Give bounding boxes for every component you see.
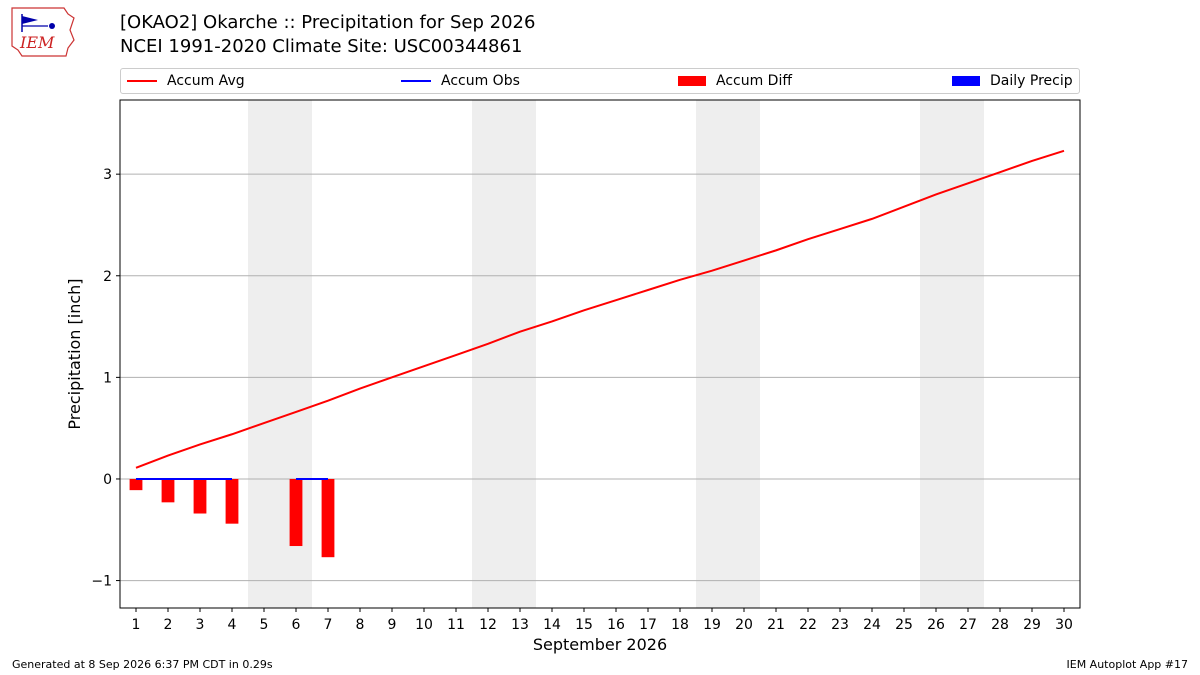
accum-diff-bar-day-6 bbox=[289, 478, 303, 547]
x-tick-label: 19 bbox=[703, 617, 721, 633]
legend-item-accum-obs: Accum Obs bbox=[401, 73, 520, 89]
x-tick-label: 30 bbox=[1055, 617, 1073, 633]
x-tick-label: 8 bbox=[356, 617, 365, 633]
y-tick-label: 2 bbox=[103, 269, 112, 285]
x-tick-label: 24 bbox=[863, 617, 881, 633]
y-tick-label: 3 bbox=[103, 167, 112, 183]
x-tick-label: 11 bbox=[447, 617, 465, 633]
y-axis-label: Precipitation [inch] bbox=[65, 278, 84, 429]
y-tick-label: −1 bbox=[91, 574, 112, 590]
generated-timestamp: Generated at 8 Sep 2026 6:37 PM CDT in 0… bbox=[12, 658, 273, 671]
accum-avg-line bbox=[135, 149, 1065, 469]
x-tick-label: 16 bbox=[607, 617, 625, 633]
x-tick-label: 15 bbox=[575, 617, 593, 633]
x-tick-label: 27 bbox=[959, 617, 977, 633]
chart-title-line-1: [OKAO2] Okarche :: Precipitation for Sep… bbox=[120, 12, 536, 33]
app-credit: IEM Autoplot App #17 bbox=[1066, 658, 1189, 671]
legend-label-accum-obs: Accum Obs bbox=[441, 73, 520, 89]
x-tick-label: 18 bbox=[671, 617, 689, 633]
x-tick-label: 7 bbox=[324, 617, 333, 633]
x-tick-label: 12 bbox=[479, 617, 497, 633]
x-tick-label: 23 bbox=[831, 617, 849, 633]
x-axis-label: September 2026 bbox=[533, 635, 667, 654]
y-tick-label: 1 bbox=[103, 370, 112, 386]
x-tick-label: 13 bbox=[511, 617, 529, 633]
x-tick-label: 14 bbox=[543, 617, 561, 633]
chart-title-line-2: NCEI 1991-2020 Climate Site: USC00344861 bbox=[120, 36, 523, 57]
x-tick-label: 28 bbox=[991, 617, 1009, 633]
chart-legend: Accum Avg Accum Obs Accum Diff Daily Pre… bbox=[120, 68, 1080, 94]
x-tick-label: 1 bbox=[132, 617, 141, 633]
x-tick-label: 6 bbox=[292, 617, 301, 633]
weekend-shade-4 bbox=[920, 100, 984, 608]
iem-logo: IEM bbox=[11, 7, 75, 57]
legend-label-accum-avg: Accum Avg bbox=[167, 73, 245, 89]
weekend-shade-2 bbox=[472, 100, 536, 608]
x-tick-label: 3 bbox=[196, 617, 205, 633]
weekend-shade-3 bbox=[696, 100, 760, 608]
x-tick-label: 17 bbox=[639, 617, 657, 633]
accum-obs-swatch bbox=[401, 80, 431, 82]
x-tick-label: 26 bbox=[927, 617, 945, 633]
accum-diff-bar-day-2 bbox=[161, 478, 175, 503]
x-tick-label: 25 bbox=[895, 617, 913, 633]
accum-diff-bar-day-7 bbox=[321, 478, 335, 558]
x-tick-label: 29 bbox=[1023, 617, 1041, 633]
x-tick-label: 9 bbox=[388, 617, 397, 633]
accum-diff-bar-day-1 bbox=[129, 478, 143, 491]
x-tick-label: 20 bbox=[735, 617, 753, 633]
legend-label-daily-precip: Daily Precip bbox=[990, 73, 1073, 89]
legend-item-accum-avg: Accum Avg bbox=[127, 73, 245, 89]
accum-avg-swatch bbox=[127, 80, 157, 82]
x-tick-label: 22 bbox=[799, 617, 817, 633]
legend-item-accum-diff: Accum Diff bbox=[678, 73, 792, 89]
accum-diff-swatch bbox=[678, 76, 706, 86]
accum-diff-bar-day-4 bbox=[225, 478, 239, 524]
legend-item-daily-precip: Daily Precip bbox=[952, 73, 1073, 89]
plot-frame bbox=[119, 99, 1081, 609]
x-tick-label: 2 bbox=[164, 617, 173, 633]
y-tick-label: 0 bbox=[103, 472, 112, 488]
x-tick-label: 10 bbox=[415, 617, 433, 633]
x-tick-label: 21 bbox=[767, 617, 785, 633]
legend-label-accum-diff: Accum Diff bbox=[716, 73, 793, 89]
x-tick-label: 5 bbox=[260, 617, 269, 633]
svg-text:IEM: IEM bbox=[19, 33, 55, 52]
accum-diff-bar-day-3 bbox=[193, 478, 207, 514]
daily-precip-swatch bbox=[952, 76, 980, 86]
x-tick-label: 4 bbox=[228, 617, 237, 633]
